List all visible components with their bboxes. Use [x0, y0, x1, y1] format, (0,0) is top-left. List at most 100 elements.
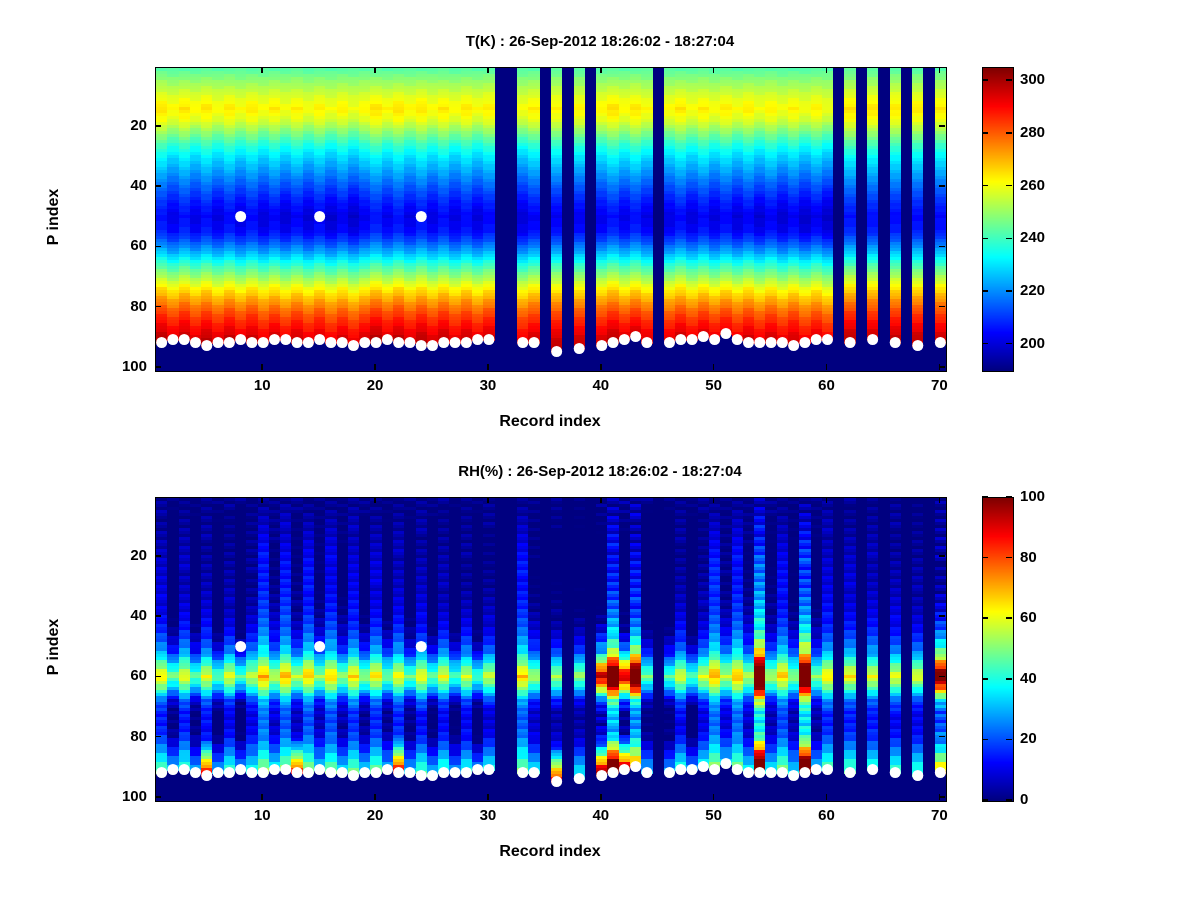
colorbar-tick-mark: [982, 556, 988, 559]
y-tick-mark: [155, 245, 161, 248]
x-tick-label: 10: [253, 807, 271, 824]
x-tick-label: 20: [366, 377, 384, 394]
x-tick-label: 50: [705, 807, 722, 824]
y-tick-mark: [155, 735, 161, 738]
x-tick-mark: [825, 67, 828, 73]
y-tick-label: 40: [130, 177, 147, 195]
y-tick-mark: [939, 615, 945, 617]
heatmap-image-relative-humidity: [156, 498, 946, 801]
x-tick-mark: [374, 67, 376, 73]
colorbar-tick-mark: [982, 290, 988, 292]
y-tick-mark: [155, 125, 161, 127]
y-tick-mark: [155, 305, 161, 308]
colorbar-tick-mark: [982, 496, 988, 498]
y-axis-label-temperature: P index: [45, 188, 62, 246]
colorbar-relative-humidity[interactable]: [982, 497, 1014, 802]
colorbar-temperature[interactable]: [982, 67, 1014, 372]
colorbar-tick-mark: [982, 678, 988, 680]
colorbar-tick-mark: [1006, 132, 1012, 134]
x-tick-label: 50: [705, 377, 722, 394]
colorbar-tick-mark: [1006, 290, 1012, 292]
x-tick-label: 10: [253, 377, 271, 394]
colorbar-gradient-relative-humidity: [983, 498, 1013, 801]
x-tick-mark: [487, 364, 489, 370]
colorbar-tick-mark: [1006, 237, 1012, 239]
heatmap-axes-temperature[interactable]: [155, 67, 947, 372]
x-tick-mark: [712, 364, 715, 370]
colorbar-tick-mark: [982, 237, 988, 239]
x-tick-mark: [938, 67, 941, 73]
y-tick-mark: [155, 615, 161, 617]
colorbar-tick-mark: [1006, 678, 1012, 680]
y-tick-label: 80: [130, 727, 147, 745]
y-tick-label: 100: [121, 357, 147, 375]
x-tick-mark: [374, 794, 376, 800]
panel-title-relative-humidity: RH(%) : 26-Sep-2012 18:26:02 - 18:27:04: [458, 463, 742, 480]
heatmap-image-temperature: [156, 68, 946, 371]
panel-temperature: T(K) : 26-Sep-2012 18:26:02 - 18:27:04 P…: [0, 0, 1200, 440]
colorbar-tick-label: 60: [1020, 609, 1037, 627]
x-axis-label-relative-humidity: Record index: [499, 843, 601, 860]
y-tick-label: 20: [130, 116, 147, 134]
y-tick-mark: [939, 675, 945, 678]
colorbar-tick-mark: [982, 79, 988, 81]
y-tick-mark: [939, 305, 945, 308]
x-tick-mark: [600, 497, 602, 503]
y-tick-mark: [155, 185, 161, 187]
colorbar-tick-mark: [1006, 496, 1012, 498]
colorbar-tick-mark: [1006, 556, 1012, 559]
y-tick-mark: [939, 185, 945, 187]
colorbar-tick-label: 200: [1020, 334, 1046, 352]
colorbar-tick-mark: [982, 617, 988, 619]
x-tick-mark: [600, 364, 602, 370]
x-tick-mark: [712, 794, 715, 800]
colorbar-tick-mark: [1006, 79, 1012, 81]
y-tick-mark: [939, 796, 945, 798]
y-tick-mark: [155, 555, 161, 557]
x-tick-label: 60: [818, 807, 835, 824]
y-axis-label-relative-humidity: P index: [45, 618, 62, 676]
x-tick-label: 70: [931, 807, 948, 824]
x-tick-mark: [261, 67, 263, 73]
y-tick-label: 40: [130, 607, 147, 625]
x-tick-mark: [825, 364, 828, 370]
y-tick-mark: [155, 796, 161, 798]
y-tick-label: 100: [121, 787, 147, 805]
y-tick-mark: [939, 366, 945, 368]
colorbar-tick-label: 220: [1020, 281, 1046, 299]
colorbar-tick-mark: [982, 184, 988, 187]
heatmap-axes-relative-humidity[interactable]: [155, 497, 947, 802]
colorbar-tick-mark: [1006, 738, 1012, 741]
x-tick-mark: [487, 67, 489, 73]
y-tick-label: 60: [130, 667, 147, 685]
colorbar-tick-label: 40: [1020, 669, 1037, 687]
y-tick-label: 80: [130, 297, 147, 315]
x-tick-label: 30: [479, 807, 497, 824]
colorbar-tick-mark: [982, 799, 988, 801]
colorbar-tick-mark: [1006, 184, 1012, 187]
y-tick-mark: [939, 555, 945, 557]
colorbar-tick-mark: [1006, 617, 1012, 619]
x-tick-mark: [374, 364, 376, 370]
colorbar-tick-label: 20: [1020, 730, 1037, 748]
x-tick-mark: [712, 67, 715, 73]
x-tick-mark: [825, 497, 828, 503]
colorbar-tick-label: 260: [1020, 176, 1046, 194]
colorbar-tick-label: 240: [1020, 229, 1046, 247]
y-tick-mark: [155, 366, 161, 368]
colorbar-tick-label: 300: [1020, 71, 1046, 89]
colorbar-tick-label: 80: [1020, 548, 1037, 566]
x-tick-mark: [487, 497, 489, 503]
colorbar-tick-mark: [1006, 799, 1012, 801]
x-tick-mark: [261, 364, 263, 370]
y-tick-mark: [939, 125, 945, 127]
x-tick-mark: [600, 67, 602, 73]
x-tick-mark: [938, 497, 941, 503]
x-tick-mark: [600, 794, 602, 800]
y-tick-mark: [155, 675, 161, 678]
colorbar-tick-label: 280: [1020, 123, 1046, 141]
y-tick-label: 60: [130, 237, 147, 255]
colorbar-tick-label: 100: [1020, 488, 1046, 505]
x-axis-label-temperature: Record index: [499, 413, 601, 430]
